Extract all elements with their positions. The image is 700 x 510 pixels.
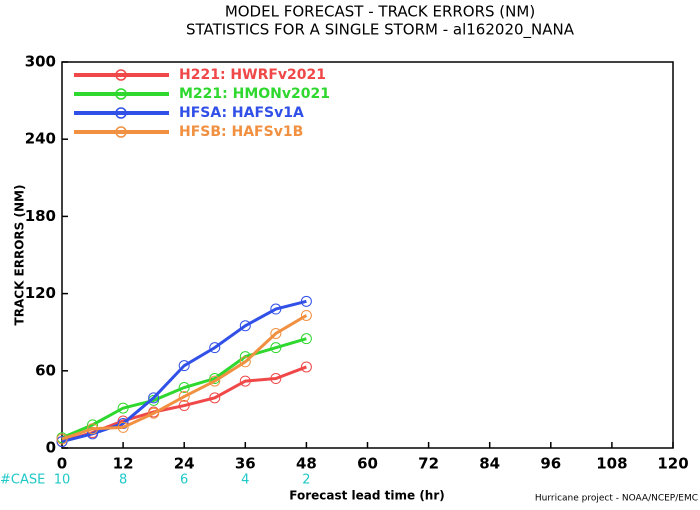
x-tick-label: 60 <box>357 455 378 473</box>
case-label: #CASE <box>0 473 45 488</box>
data-point <box>270 303 282 315</box>
data-point <box>117 421 129 433</box>
data-point <box>117 402 129 414</box>
x-axis-label: Forecast lead time (hr) <box>289 489 445 503</box>
legend-label: H221: HWRFv2021 <box>179 67 326 83</box>
data-point <box>178 382 190 394</box>
case-count: 10 <box>54 473 71 488</box>
data-point <box>300 361 312 373</box>
data-point <box>209 392 221 404</box>
data-point <box>178 360 190 372</box>
legend-marker <box>115 88 127 100</box>
data-point <box>178 391 190 403</box>
x-tick-label: 96 <box>540 455 561 473</box>
y-tick-label: 180 <box>25 207 56 225</box>
data-point <box>300 295 312 307</box>
data-point <box>209 375 221 387</box>
y-tick-label: 240 <box>25 130 56 148</box>
data-point <box>239 320 251 332</box>
x-tick-label: 12 <box>113 455 134 473</box>
series-line <box>61 314 308 441</box>
data-point <box>239 375 251 387</box>
data-point <box>56 436 68 448</box>
data-point <box>270 373 282 385</box>
data-point <box>300 309 312 321</box>
series-line <box>61 337 307 440</box>
x-tick-label: 24 <box>174 455 195 473</box>
x-tick-label: 0 <box>57 455 67 473</box>
data-point <box>209 342 221 354</box>
y-tick-label: 0 <box>46 439 56 457</box>
y-tick-label: 60 <box>35 361 56 379</box>
data-point <box>270 327 282 339</box>
y-tick-label: 120 <box>25 284 56 302</box>
case-count: 2 <box>302 473 310 488</box>
y-axis-label: TRACK ERRORS (NM) <box>13 185 27 326</box>
legend-label: HFSA: HAFSv1A <box>179 105 304 121</box>
chart-title: MODEL FORECAST - TRACK ERRORS (NM) <box>225 3 535 21</box>
legend-marker <box>115 69 127 81</box>
case-count: 4 <box>241 473 249 488</box>
x-tick-label: 36 <box>235 455 256 473</box>
data-point <box>300 333 312 345</box>
data-point <box>56 433 68 445</box>
legend-label: M221: HMONv2021 <box>179 86 330 102</box>
data-point <box>148 407 160 419</box>
legend-marker <box>115 126 127 138</box>
legend-label: HFSB: HAFSv1B <box>179 124 303 140</box>
data-point <box>87 423 99 435</box>
legend-marker <box>115 107 127 119</box>
data-point <box>148 392 160 404</box>
data-point <box>270 342 282 354</box>
chart-subtitle: STATISTICS FOR A SINGLE STORM - al162020… <box>186 21 575 40</box>
data-point <box>239 356 251 368</box>
x-tick-label: 84 <box>479 455 500 473</box>
x-tick-label: 72 <box>418 455 439 473</box>
x-tick-label: 120 <box>657 455 688 473</box>
case-count: 6 <box>180 473 188 488</box>
x-tick-label: 48 <box>296 455 317 473</box>
y-tick-label: 300 <box>25 53 56 71</box>
data-point <box>178 400 190 412</box>
plot-frame <box>61 61 674 449</box>
footnote: Hurricane project - NOAA/NCEP/EMC <box>535 494 698 504</box>
x-tick-label: 108 <box>596 455 627 473</box>
case-count: 8 <box>119 473 127 488</box>
series-line <box>61 299 307 444</box>
